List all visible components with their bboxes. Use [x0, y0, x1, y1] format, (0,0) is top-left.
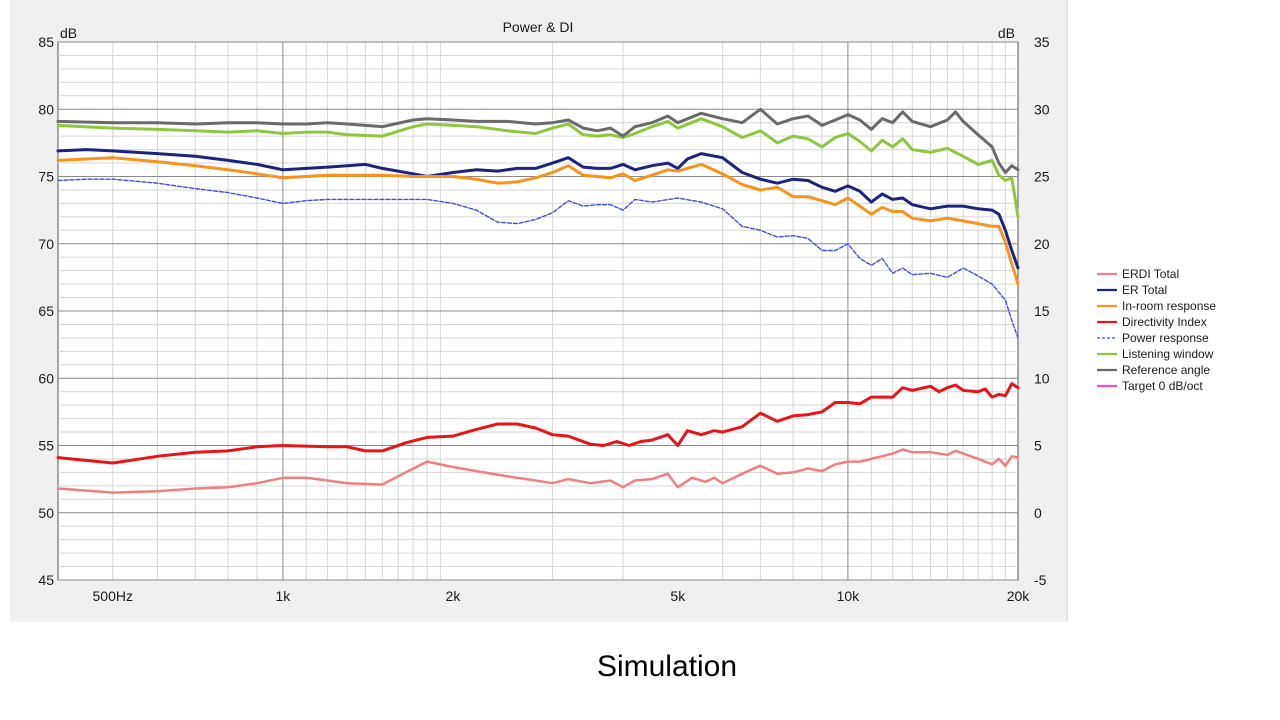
- right-tick-label: 35: [1034, 34, 1050, 50]
- caption: Simulation: [597, 650, 737, 683]
- x-tick-label: 10k: [837, 588, 861, 604]
- series-lines: [56, 107, 1020, 494]
- series-line-in-room-response: [56, 156, 1020, 286]
- x-tick-label: 20k: [1007, 588, 1031, 604]
- left-tick-label: 55: [38, 438, 54, 454]
- right-tick-label: 30: [1034, 101, 1050, 117]
- right-tick-label: -5: [1034, 572, 1047, 588]
- right-tick-label: 5: [1034, 438, 1042, 454]
- series-line-erdi-total: [56, 448, 1020, 494]
- left-tick-label: 50: [38, 505, 54, 521]
- legend-label-directivity-index: Directivity Index: [1122, 315, 1207, 329]
- series-line-reference-angle: [56, 107, 1020, 174]
- legend-label-power-response: Power response: [1122, 331, 1209, 345]
- series-line-power-response: [57, 178, 1019, 339]
- legend-label-er-total: ER Total: [1122, 283, 1167, 297]
- left-tick-label: 65: [38, 303, 54, 319]
- right-tick-label: 15: [1034, 303, 1050, 319]
- x-tick-label: 1k: [275, 588, 291, 604]
- legend-label-reference-angle: Reference angle: [1122, 363, 1210, 377]
- left-tick-label: 80: [38, 101, 54, 117]
- chart-title: Power & DI: [503, 19, 574, 35]
- right-tick-label: 10: [1034, 370, 1050, 386]
- left-axis-unit: dB: [60, 25, 77, 41]
- legend-label-in-room-response: In-room response: [1122, 299, 1216, 313]
- legend: ERDI Total ER Total In-room response Direct…: [1097, 267, 1216, 393]
- left-tick-label: 60: [38, 370, 54, 386]
- right-tick-label: 20: [1034, 236, 1050, 252]
- right-tick-label: 0: [1034, 505, 1042, 521]
- legend-label-listening-window: Listening window: [1122, 347, 1214, 361]
- left-tick-label: 85: [38, 34, 54, 50]
- series-line-listening-window: [56, 117, 1020, 219]
- x-tick-label: 500Hz: [93, 588, 133, 604]
- right-tick-label: 25: [1034, 169, 1050, 185]
- legend-label-target-0-db-oct: Target 0 dB/oct: [1122, 379, 1203, 393]
- x-tick-label: 2k: [446, 588, 462, 604]
- legend-label-erdi-total: ERDI Total: [1122, 267, 1179, 281]
- series-line-er-total: [56, 148, 1020, 270]
- right-axis-unit: dB: [998, 25, 1015, 41]
- series-line-directivity-index: [56, 382, 1020, 465]
- panel-divider: [1066, 0, 1068, 622]
- left-tick-label: 70: [38, 236, 54, 252]
- grid-lines: [58, 41, 1018, 581]
- x-tick-label: 5k: [670, 588, 686, 604]
- left-tick-label: 45: [38, 572, 54, 588]
- left-tick-label: 75: [38, 169, 54, 185]
